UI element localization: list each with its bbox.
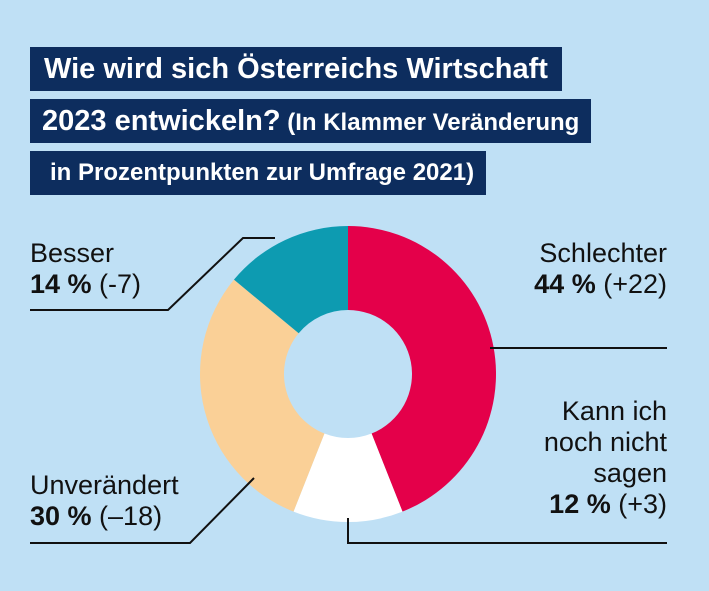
title-line-2-main: 2023 entwickeln? [42,105,281,137]
donut-slices [200,226,497,523]
label-schlechter-value: 44 % (+22) [534,269,667,300]
label-unveraendert-name: Unverändert [30,470,179,500]
label-unveraendert-change: (–18) [91,501,163,531]
label-schlechter-pct: 44 % [534,269,596,299]
label-besser-pct: 14 % [30,269,92,299]
chart-title-line-2: 2023 entwickeln? (In Klammer Veränderung [30,99,592,143]
label-schlechter-change: (+22) [595,269,667,299]
slice-unveraendert [200,279,325,512]
label-kann-change: (+3) [610,489,667,519]
label-besser-value: 14 % (-7) [30,269,141,300]
label-kann-name-3: sagen [593,458,667,488]
label-schlechter: Schlechter 44 % (+22) [534,238,667,300]
leader-line-unveraendert [30,477,255,544]
label-unveraendert-pct: 30 % [30,501,92,531]
title-line-2-subtitle: (In Klammer Veränderung [280,109,580,136]
leader-line-kann [347,518,667,544]
label-kann-nicht-sagen: Kann ich noch nicht sagen 12 % (+3) [544,396,667,520]
slice-besser [233,226,348,334]
chart-title-line-1: Wie wird sich Österreichs Wirtschaft [30,47,562,91]
chart-title-line-3: in Prozentpunkten zur Umfrage 2021) [30,151,487,195]
label-besser-change: (-7) [91,269,142,299]
label-besser: Besser 14 % (-7) [30,238,141,300]
leader-lines [30,237,667,544]
label-besser-name: Besser [30,238,115,268]
leader-line-besser [30,237,275,311]
label-kann-name-2: noch nicht [543,427,667,457]
label-unveraendert: Unverändert 30 % (–18) [30,470,179,532]
label-kann-pct: 12 % [549,489,611,519]
title-line-1-text: Wie wird sich Österreichs Wirtschaft [44,53,548,85]
label-schlechter-name: Schlechter [539,238,667,268]
label-unveraendert-value: 30 % (–18) [30,501,179,532]
label-kann-name-1: Kann ich [561,396,667,426]
slice-kann_nicht_sagen [293,433,403,523]
title-line-3-text: in Prozentpunkten zur Umfrage 2021) [50,159,475,186]
label-kann-value: 12 % (+3) [544,489,667,520]
slice-schlechter [348,226,497,512]
